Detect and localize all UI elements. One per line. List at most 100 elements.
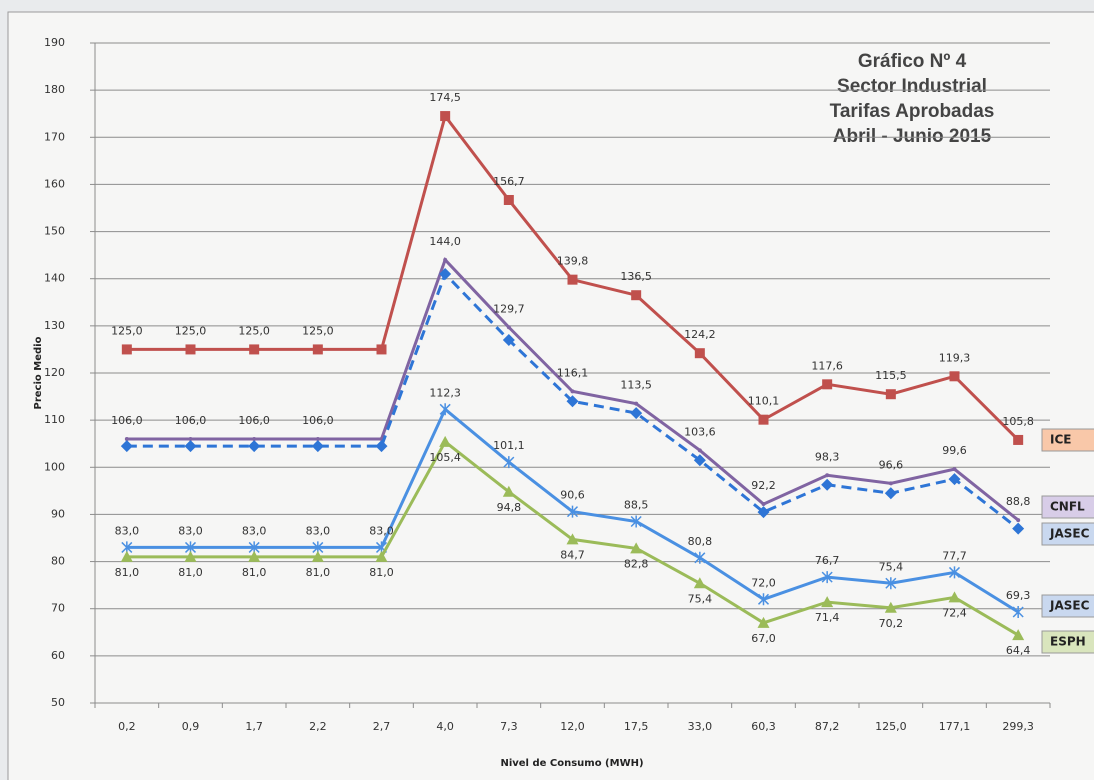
point <box>188 437 193 441</box>
y-tick-label: 50 <box>51 696 65 709</box>
legend-box <box>1041 522 1094 546</box>
point <box>1016 518 1021 523</box>
legend-label: JASEC <box>1049 599 1090 613</box>
x-tick-label: 2,2 <box>309 720 327 733</box>
x-tick-label: 0,9 <box>182 720 200 733</box>
data-label: 90,6 <box>560 489 585 502</box>
data-label: 83,0 <box>242 524 267 537</box>
data-label: 81,0 <box>115 566 140 579</box>
y-tick-label: 180 <box>44 83 65 96</box>
data-label: 98,3 <box>815 450 840 463</box>
data-label: 110,1 <box>748 395 780 408</box>
point <box>949 371 960 382</box>
legend-box <box>1041 594 1094 618</box>
point <box>761 502 766 507</box>
y-tick-label: 160 <box>44 177 65 190</box>
y-tick-label: 170 <box>44 130 65 143</box>
data-label: 76,7 <box>815 554 840 567</box>
data-label: 103,6 <box>684 425 716 438</box>
y-tick-label: 130 <box>44 319 65 332</box>
data-label: 88,8 <box>1006 495 1031 508</box>
point <box>502 485 515 497</box>
point <box>506 325 511 330</box>
point <box>311 550 324 562</box>
y-tick-label: 100 <box>44 460 65 473</box>
point <box>503 456 515 469</box>
data-label: 83,0 <box>178 524 203 537</box>
data-label: 81,0 <box>242 566 267 579</box>
point <box>630 515 642 528</box>
data-label: 156,7 <box>493 175 525 188</box>
point <box>120 550 133 562</box>
data-label: 115,5 <box>875 369 907 382</box>
data-label: 144,0 <box>429 235 461 248</box>
point <box>697 448 702 453</box>
point <box>757 616 770 628</box>
point <box>121 344 132 355</box>
point <box>502 334 515 346</box>
x-tick-label: 125,0 <box>875 720 907 733</box>
point <box>948 473 961 486</box>
point <box>1012 606 1024 619</box>
point <box>948 566 961 579</box>
point <box>884 487 897 500</box>
data-label: 101,1 <box>493 439 525 452</box>
data-label: 136,5 <box>620 270 652 283</box>
x-axis-label: Nivel de Consumo (MWH) <box>500 758 643 769</box>
y-tick-label: 140 <box>44 272 65 285</box>
series-line <box>126 271 1020 530</box>
point <box>124 437 129 441</box>
title-block: Gráfico Nº 4 Sector Industrial Tarifas Apr… <box>815 42 1015 180</box>
data-label: 106,0 <box>302 414 334 427</box>
data-label: 77,7 <box>942 549 967 562</box>
data-label: 75,4 <box>879 560 904 573</box>
point <box>249 344 260 355</box>
point <box>821 596 834 608</box>
data-label: 106,0 <box>175 414 207 427</box>
point <box>757 593 770 606</box>
y-axis-label: Precio Medio <box>33 336 44 409</box>
point <box>757 506 770 519</box>
point <box>948 591 961 603</box>
data-label: 119,3 <box>939 351 971 364</box>
y-tick-label: 70 <box>51 602 65 615</box>
x-tick-label: 4,0 <box>436 720 454 733</box>
y-tick-label: 90 <box>51 507 65 520</box>
point <box>185 344 196 355</box>
data-label: 80,8 <box>688 535 713 548</box>
x-tick-label: 12,0 <box>560 720 585 733</box>
data-label: 105,8 <box>1002 415 1034 428</box>
data-label: 81,0 <box>306 566 331 579</box>
x-tick-label: 60,3 <box>751 720 776 733</box>
point <box>567 274 578 285</box>
point <box>888 481 893 486</box>
data-label: 94,8 <box>497 501 522 514</box>
data-label: 124,2 <box>684 328 716 341</box>
point <box>952 467 957 472</box>
x-tick-label: 7,3 <box>500 720 518 733</box>
point <box>566 395 579 408</box>
data-label: 84,7 <box>560 548 585 561</box>
x-tick-label: 33,0 <box>688 720 713 733</box>
point <box>566 505 579 518</box>
point <box>443 257 448 262</box>
data-label: 83,0 <box>115 524 140 537</box>
point <box>312 344 323 355</box>
point <box>315 437 320 441</box>
data-label: 106,0 <box>238 414 270 427</box>
title-background <box>815 42 1015 180</box>
data-label: 125,0 <box>238 324 270 337</box>
point <box>693 577 706 589</box>
data-label: 116,1 <box>557 366 589 379</box>
legend-box <box>1041 428 1094 452</box>
point <box>1013 434 1024 445</box>
data-label: 83,0 <box>306 524 331 537</box>
x-tick-label: 299,3 <box>1002 720 1034 733</box>
point <box>376 344 387 355</box>
data-label: 112,3 <box>429 386 461 399</box>
legend-label: CNFL <box>1050 500 1085 514</box>
point <box>821 571 833 584</box>
data-label: 125,0 <box>302 324 334 337</box>
x-tick-label: 87,2 <box>815 720 840 733</box>
point <box>375 550 388 562</box>
